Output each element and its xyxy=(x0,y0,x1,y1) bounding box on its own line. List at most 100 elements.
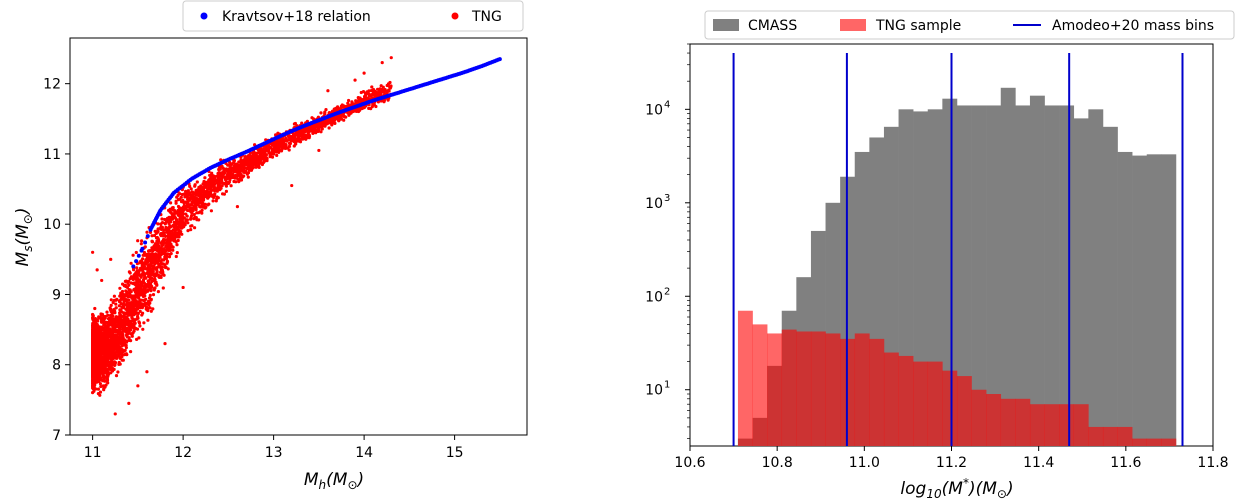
tng-point xyxy=(106,335,110,339)
tng-point xyxy=(108,308,113,312)
tng-point xyxy=(102,388,106,392)
tng-point xyxy=(386,98,390,102)
tng-point xyxy=(264,153,268,157)
tng-point xyxy=(117,344,121,348)
tng-point xyxy=(135,317,139,321)
tng-point xyxy=(157,244,161,248)
tng-point xyxy=(175,235,179,239)
tng-point xyxy=(147,252,151,256)
tng-point xyxy=(102,362,106,366)
tng-point xyxy=(230,174,234,178)
tng-point xyxy=(143,301,147,305)
tng-point xyxy=(354,101,358,105)
y-tick-label: 7 xyxy=(52,428,61,444)
tng-point xyxy=(156,248,160,252)
tng-point xyxy=(105,370,109,374)
tng-point xyxy=(115,320,120,324)
tng-point xyxy=(196,202,200,206)
tng-point xyxy=(307,134,312,138)
tng-sample-bar xyxy=(1059,404,1075,446)
tng-point xyxy=(151,293,156,297)
tng-point xyxy=(102,374,106,378)
tng-point xyxy=(122,302,126,306)
tng-point xyxy=(159,268,163,272)
tng-sample-bar xyxy=(737,310,753,446)
tng-point xyxy=(357,99,361,103)
tng-point xyxy=(145,230,149,234)
xlabel-unit: (M xyxy=(326,470,348,490)
tng-point xyxy=(175,251,179,255)
tng-point xyxy=(142,253,146,257)
tng-point xyxy=(99,367,103,371)
tng-point xyxy=(142,272,147,277)
tng-point xyxy=(92,335,96,339)
tng-point xyxy=(120,344,124,348)
tng-point xyxy=(190,214,194,218)
tng-sample-bar xyxy=(1146,438,1162,446)
tng-point xyxy=(264,149,268,153)
tng-point xyxy=(98,325,102,329)
tng-sample-bar xyxy=(1161,438,1177,446)
tng-point xyxy=(195,198,199,202)
tng-point xyxy=(91,317,95,321)
tng-point xyxy=(99,384,103,389)
tng-point xyxy=(98,390,103,394)
tng-point xyxy=(203,206,207,210)
tng-point xyxy=(117,318,121,322)
hist-xlabel-mid: (M xyxy=(942,479,964,499)
tng-point xyxy=(123,297,127,302)
tng-point xyxy=(168,247,172,251)
tng-point xyxy=(140,298,144,302)
tng-point xyxy=(114,339,118,343)
tng-point xyxy=(235,205,240,209)
tng-point xyxy=(150,234,154,238)
tng-point xyxy=(193,184,197,188)
tng-point xyxy=(171,248,175,252)
tng-point xyxy=(110,333,114,337)
tng-point xyxy=(101,344,105,348)
scatter-ylabel: Ms(M⊙) xyxy=(13,208,35,267)
tng-point xyxy=(117,362,121,366)
tng-point xyxy=(193,215,197,220)
tng-point xyxy=(172,208,177,213)
tng-point xyxy=(144,285,148,289)
tng-point xyxy=(167,255,172,259)
tng-point xyxy=(149,268,153,272)
ylabel-close: ) xyxy=(13,208,33,217)
scatter-plot-area xyxy=(69,37,528,436)
tng-point xyxy=(92,365,96,369)
tng-point xyxy=(114,335,118,339)
tng-point xyxy=(207,202,211,206)
tng-point xyxy=(197,218,201,222)
tng-point xyxy=(142,264,146,268)
tng-point xyxy=(127,324,132,328)
tng-point xyxy=(268,154,272,158)
tng-point xyxy=(107,365,112,369)
tng-point xyxy=(165,230,169,234)
tng-point xyxy=(141,302,145,306)
tng-point xyxy=(135,327,140,331)
tng-point xyxy=(109,350,113,354)
tng-point xyxy=(181,212,185,216)
tng-point xyxy=(152,233,157,238)
tng-point xyxy=(92,343,96,347)
tng-point xyxy=(115,353,119,357)
tng-point xyxy=(221,175,225,179)
tng-point xyxy=(139,275,143,279)
tng-sample-bar xyxy=(1073,404,1089,446)
tng-point xyxy=(129,350,133,354)
tng-point xyxy=(169,232,173,236)
tng-point xyxy=(143,294,147,298)
kravtsov-point xyxy=(145,234,150,239)
tng-point xyxy=(152,244,156,248)
tng-point xyxy=(218,171,222,175)
tng-point xyxy=(167,229,171,233)
tng-point xyxy=(161,286,165,290)
tng-point xyxy=(229,163,233,167)
tng-point xyxy=(246,175,250,179)
tng-point xyxy=(164,225,168,230)
tng-point xyxy=(209,209,213,213)
tng-point xyxy=(127,313,131,317)
tng-point xyxy=(347,104,351,108)
